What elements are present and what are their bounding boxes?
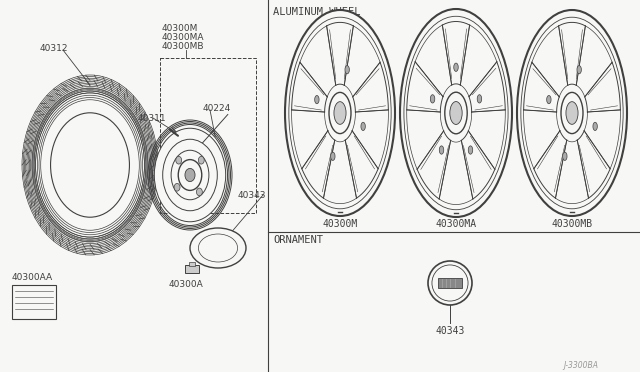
- Ellipse shape: [430, 95, 435, 103]
- Text: 17X7JJ: 17X7JJ: [554, 17, 589, 27]
- Ellipse shape: [285, 10, 395, 216]
- Polygon shape: [323, 140, 356, 203]
- Ellipse shape: [176, 156, 182, 164]
- Bar: [185, 265, 199, 273]
- Bar: [438, 278, 462, 288]
- Polygon shape: [532, 26, 568, 97]
- Ellipse shape: [178, 160, 202, 190]
- Ellipse shape: [361, 122, 365, 131]
- Text: ALUMINUM WHEEL: ALUMINUM WHEEL: [273, 7, 360, 17]
- Text: 40312: 40312: [40, 44, 68, 52]
- Text: 40300MB: 40300MB: [162, 42, 205, 51]
- Polygon shape: [344, 26, 380, 97]
- Ellipse shape: [477, 95, 482, 103]
- Ellipse shape: [547, 96, 551, 104]
- Polygon shape: [407, 110, 444, 169]
- Ellipse shape: [331, 152, 335, 160]
- Polygon shape: [439, 140, 473, 205]
- Polygon shape: [300, 26, 336, 97]
- Text: 40300MA: 40300MA: [162, 32, 205, 42]
- Polygon shape: [524, 110, 560, 169]
- Ellipse shape: [468, 146, 473, 154]
- Ellipse shape: [454, 63, 458, 71]
- Polygon shape: [415, 25, 452, 97]
- Polygon shape: [352, 110, 388, 169]
- Ellipse shape: [190, 228, 246, 268]
- Text: 40343: 40343: [435, 326, 465, 336]
- Ellipse shape: [563, 152, 567, 160]
- Text: 16X6.5JJ: 16X6.5JJ: [317, 17, 364, 27]
- Text: 40300AA: 40300AA: [12, 273, 53, 282]
- Ellipse shape: [566, 102, 578, 124]
- Ellipse shape: [154, 128, 226, 222]
- Polygon shape: [460, 25, 497, 97]
- Text: 40300M: 40300M: [162, 23, 198, 32]
- Ellipse shape: [593, 122, 597, 131]
- Text: J-3300BA: J-3300BA: [563, 360, 598, 369]
- Ellipse shape: [577, 65, 581, 74]
- Polygon shape: [576, 26, 612, 97]
- Text: 40300A: 40300A: [168, 280, 204, 289]
- Ellipse shape: [51, 113, 129, 217]
- Ellipse shape: [196, 188, 202, 196]
- Ellipse shape: [171, 150, 209, 200]
- Ellipse shape: [561, 92, 583, 134]
- Text: 40311: 40311: [138, 113, 166, 122]
- Text: 40343: 40343: [237, 190, 266, 199]
- Text: 40224: 40224: [203, 103, 231, 112]
- Text: ORNAMENT: ORNAMENT: [273, 235, 323, 245]
- Ellipse shape: [445, 92, 467, 134]
- Ellipse shape: [174, 183, 180, 191]
- Ellipse shape: [334, 102, 346, 124]
- Polygon shape: [468, 110, 505, 169]
- Text: 40300MA: 40300MA: [435, 219, 477, 229]
- Ellipse shape: [400, 9, 512, 217]
- Bar: [189, 262, 195, 266]
- Polygon shape: [584, 110, 620, 169]
- Ellipse shape: [345, 65, 349, 74]
- Ellipse shape: [329, 92, 351, 134]
- Bar: [12, 285, 56, 319]
- Ellipse shape: [439, 146, 444, 154]
- Ellipse shape: [450, 102, 462, 125]
- Polygon shape: [556, 140, 589, 203]
- Ellipse shape: [185, 169, 195, 182]
- Ellipse shape: [517, 10, 627, 216]
- Polygon shape: [292, 110, 328, 169]
- Bar: [160, 58, 256, 213]
- Text: 40300MB: 40300MB: [552, 219, 593, 229]
- Text: 40300M: 40300M: [323, 219, 358, 229]
- Ellipse shape: [163, 139, 218, 211]
- Ellipse shape: [315, 96, 319, 104]
- Ellipse shape: [428, 261, 472, 305]
- Ellipse shape: [198, 156, 204, 164]
- Text: 17X7JJ: 17X7JJ: [438, 17, 474, 27]
